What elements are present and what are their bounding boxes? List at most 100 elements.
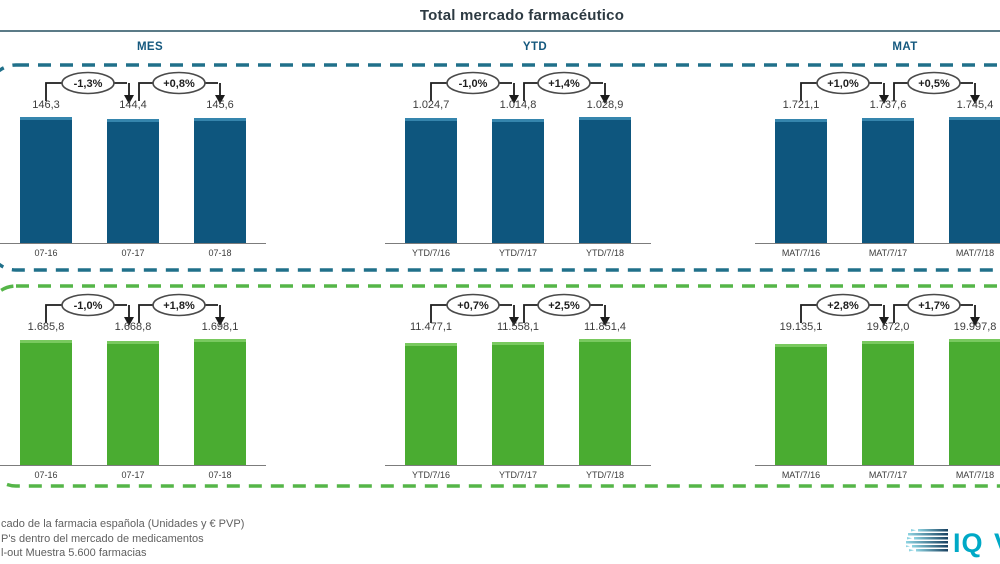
- bar-value-label: 1.737,6: [869, 99, 907, 111]
- change-annotations: -1,0% +1,4%: [430, 71, 610, 104]
- x-tick-label: 07-16: [34, 248, 58, 258]
- bar: [194, 118, 246, 243]
- bar: [579, 117, 631, 243]
- change-badge: +1,7%: [918, 300, 950, 312]
- change-badge: -1,3%: [74, 78, 103, 90]
- change-badge: +1,8%: [163, 300, 195, 312]
- arrow-down-icon: [124, 317, 134, 326]
- x-tick-label: YTD/7/18: [585, 248, 625, 258]
- bar-value-label: 1.668,8: [114, 321, 152, 333]
- change-badge: +2,8%: [827, 300, 859, 312]
- bar-value-label: 1.721,1: [782, 99, 820, 111]
- change-badge: -1,0%: [74, 300, 103, 312]
- bar-value-label: 19.997,8: [953, 321, 997, 333]
- title-divider: [0, 30, 1000, 32]
- bar: [405, 343, 457, 465]
- arrow-down-icon: [215, 317, 225, 326]
- arrow-down-icon: [215, 95, 225, 104]
- bar: [492, 342, 544, 465]
- bar-value-label: 11.558,1: [496, 321, 539, 333]
- x-axis-line: [385, 465, 651, 466]
- change-badge: -1,0%: [459, 78, 488, 90]
- bar-value-label: 11.851,4: [583, 321, 626, 333]
- speed-lines-icon: [899, 529, 948, 552]
- chart-group-mes-bottom: -1,0% +1,8% 1.685,8 1.668,8 1.698,1 07-1…: [0, 293, 300, 487]
- bar-value-label: 1.024,7: [412, 99, 450, 111]
- arrow-down-icon: [600, 317, 610, 326]
- x-tick-label: 07-17: [121, 470, 145, 480]
- bar-value-label: 1.685,8: [27, 321, 65, 333]
- x-axis-line: [755, 243, 1000, 244]
- arrow-down-icon: [970, 317, 980, 326]
- bar: [862, 118, 914, 243]
- x-tick-label: YTD/7/18: [585, 470, 625, 480]
- bar-value-label: 145,6: [206, 99, 234, 111]
- x-tick-label: MAT/7/17: [868, 470, 908, 480]
- arrow-down-icon: [509, 95, 519, 104]
- bar: [107, 341, 159, 465]
- x-tick-label: 07-17: [121, 248, 145, 258]
- chart-group-mes-top: -1,3% +0,8% 146,3 144,4 145,6 07-16 07-1…: [0, 71, 300, 265]
- iqvia-logo: IQ V: [899, 521, 1000, 564]
- x-tick-label: MAT/7/17: [868, 248, 908, 258]
- chart-group-ytd-bottom: +0,7% +2,5% 11.477,1 11.558,1 11.851,4 Y…: [385, 293, 685, 487]
- iqvia-wordmark-clipped: V: [994, 528, 1000, 558]
- x-axis-line: [385, 243, 651, 244]
- arrow-down-icon: [600, 95, 610, 104]
- bar: [194, 339, 246, 465]
- bar: [405, 118, 457, 243]
- bar: [775, 344, 827, 465]
- bar: [949, 117, 1000, 243]
- arrow-down-icon: [509, 317, 519, 326]
- bar-value-label: 1.014,8: [499, 99, 537, 111]
- x-axis-line: [0, 465, 266, 466]
- change-badge: +0,7%: [457, 300, 489, 312]
- arrow-down-icon: [970, 95, 980, 104]
- x-tick-label: 07-16: [34, 470, 58, 480]
- bar: [862, 341, 914, 465]
- bar-value-label: 19.135,1: [779, 321, 823, 333]
- x-tick-label: MAT/7/16: [781, 248, 821, 258]
- bar: [20, 340, 72, 465]
- x-tick-label: YTD/7/16: [411, 470, 451, 480]
- footnote-line: P's dentro del mercado de medicamentos: [1, 532, 204, 545]
- x-tick-label: MAT/7/18: [955, 248, 995, 258]
- chart-group-ytd-top: -1,0% +1,4% 1.024,7 1.014,8 1.028,9 YTD/…: [385, 71, 685, 265]
- bar: [20, 117, 72, 243]
- bar-value-label: 1.698,1: [201, 321, 239, 333]
- change-annotations: -1,3% +0,8%: [45, 71, 225, 104]
- column-header-ytd: YTD: [522, 41, 548, 53]
- bar: [107, 119, 159, 243]
- iqvia-logo-graphic: IQ V: [899, 528, 1000, 558]
- change-annotations: -1,0% +1,8%: [45, 293, 225, 326]
- change-annotations: +0,7% +2,5%: [430, 293, 610, 326]
- x-axis-line: [755, 465, 1000, 466]
- x-tick-label: YTD/7/17: [498, 248, 538, 258]
- x-tick-label: 07-18: [208, 248, 232, 258]
- footnotes: cado de la farmacia española (Unidades y…: [1, 517, 244, 561]
- bar: [579, 339, 631, 465]
- change-badge: +2,5%: [548, 300, 580, 312]
- footnote-line: cado de la farmacia española (Unidades y…: [1, 518, 245, 530]
- bar-value-label: 1.745,4: [956, 99, 994, 111]
- change-badge: +0,8%: [163, 78, 195, 90]
- bar-value-label: 19.672,0: [866, 321, 910, 333]
- change-badge: +0,5%: [918, 78, 950, 90]
- page-title: Total mercado farmacéutico: [419, 7, 625, 24]
- x-tick-label: YTD/7/16: [411, 248, 451, 258]
- x-tick-label: MAT/7/16: [781, 470, 821, 480]
- bar: [949, 339, 1000, 465]
- change-badge: +1,4%: [548, 78, 580, 90]
- arrow-down-icon: [124, 95, 134, 104]
- x-tick-label: YTD/7/17: [498, 470, 538, 480]
- x-axis-line: [0, 243, 266, 244]
- change-badge: +1,0%: [827, 78, 859, 90]
- change-annotations: +2,8% +1,7%: [800, 293, 980, 326]
- bar-value-label: 11.477,1: [409, 321, 452, 333]
- chart-group-mat-top: +1,0% +0,5% 1.721,1 1.737,6 1.745,4 MAT/…: [755, 71, 1000, 265]
- x-tick-label: 07-18: [208, 470, 232, 480]
- column-header-mat: MAT: [892, 41, 918, 53]
- bar-value-label: 144,4: [119, 99, 147, 111]
- bar-value-label: 146,3: [32, 99, 60, 111]
